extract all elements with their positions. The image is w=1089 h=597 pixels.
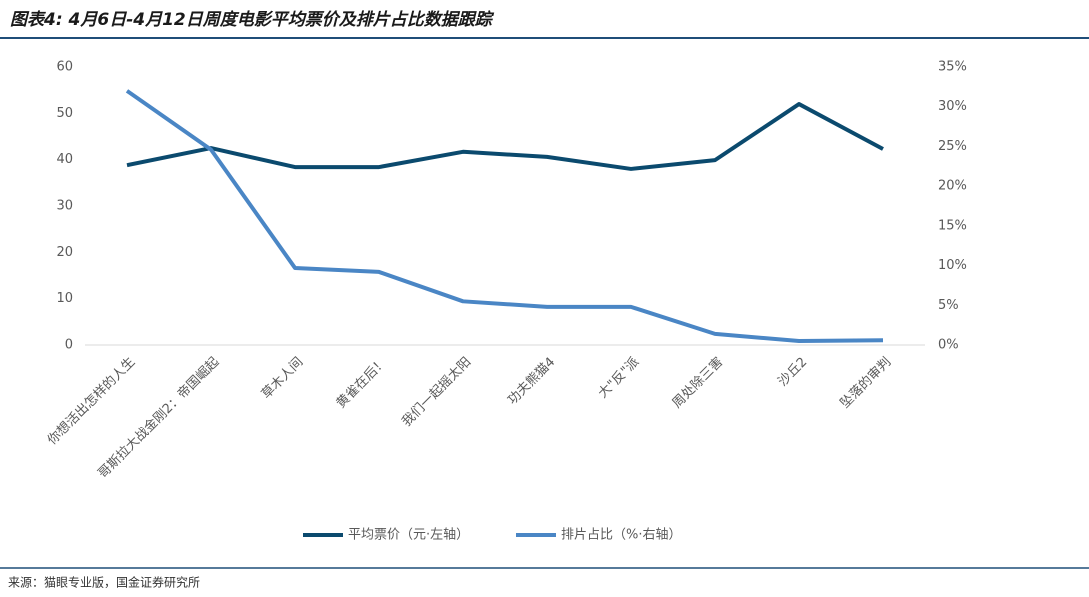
- y-tick-label: 20: [56, 245, 73, 260]
- series-line: [125, 89, 884, 344]
- y-tick-label: 60: [56, 60, 73, 75]
- x-tick-label: 黄雀在后！: [334, 355, 391, 412]
- y-tick-label: 40: [56, 152, 73, 167]
- y2-tick-label: 15%: [938, 218, 967, 233]
- y2-tick-label: 35%: [938, 60, 967, 75]
- y2-tick-label: 25%: [938, 139, 967, 154]
- source: 来源：猫眼专业版，国金证券研究所: [8, 575, 200, 590]
- y2-tick-label: 20%: [938, 179, 967, 194]
- x-tick-label: 功夫熊猫4: [504, 354, 558, 408]
- y-tick-label: 10: [56, 291, 73, 306]
- x-tick-label: 沙丘2: [775, 355, 810, 390]
- y-tick-label: 30: [56, 199, 73, 214]
- y-tick-label: 50: [56, 106, 73, 121]
- x-tick-label: 草木人间: [259, 355, 306, 402]
- y2-tick-label: 30%: [938, 99, 967, 114]
- x-tick-label: 我们一起摇太阳: [399, 355, 474, 430]
- series-line: [126, 102, 884, 171]
- y2-tick-label: 0%: [938, 338, 959, 353]
- chart-title: 图表4: 4月6日-4月12日周度电影平均票价及排片占比数据跟踪: [10, 10, 495, 30]
- x-tick-label: 大"反"派: [596, 355, 643, 402]
- y-tick-label: 0: [65, 338, 73, 353]
- legend-label: 排片占比（%·右轴）: [561, 528, 682, 543]
- x-tick-label: 你想活出怎样的人生: [44, 354, 138, 448]
- legend-label: 平均票价（元·左轴）: [348, 528, 469, 543]
- y2-tick-label: 5%: [938, 298, 959, 313]
- x-tick-label: 周处除三害: [669, 354, 726, 411]
- y2-tick-label: 10%: [938, 258, 967, 273]
- x-tick-label: 坠落的审判: [837, 354, 894, 411]
